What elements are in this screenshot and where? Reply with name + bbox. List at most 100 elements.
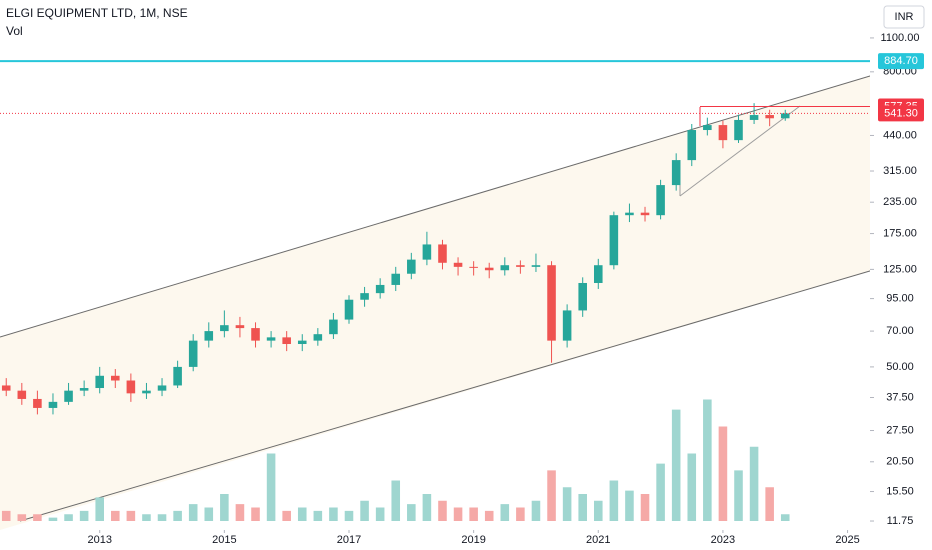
candle-body: [391, 273, 401, 285]
x-tick-label: 2023: [711, 534, 735, 546]
volume-bar: [329, 507, 338, 521]
volume-bar: [375, 507, 385, 521]
candle-body: [453, 262, 463, 267]
volume-bar: [671, 409, 681, 521]
candle-body: [282, 337, 291, 345]
candle-body: [687, 130, 697, 161]
volume-bar: [780, 514, 790, 521]
x-tick-label: 2015: [212, 534, 236, 546]
candle-body: [95, 375, 104, 389]
volume-bar: [313, 510, 323, 521]
candle-body: [79, 388, 89, 391]
candle-body: [17, 390, 27, 399]
candle-body: [671, 160, 681, 186]
volume-bar: [765, 487, 774, 521]
volume-bar: [282, 510, 291, 521]
candle-body: [593, 265, 603, 283]
pane-label: Vol: [6, 24, 23, 38]
volume-bar: [297, 507, 307, 521]
volume-bar: [344, 510, 354, 521]
candle-body: [484, 267, 494, 271]
volume-bar: [609, 480, 619, 521]
volume-bar: [251, 507, 260, 521]
x-tick-label: 2017: [337, 534, 361, 546]
candle-body: [220, 325, 229, 332]
price-axis: [870, 0, 932, 550]
y-tick-label: 37.50: [886, 391, 914, 403]
volume-bar: [578, 494, 587, 521]
price-pane: [0, 60, 880, 415]
candle-body: [251, 328, 260, 341]
volume-bar: [64, 514, 73, 521]
candle-body: [142, 390, 151, 394]
candle-body: [111, 375, 120, 381]
candle-body: [126, 380, 136, 394]
volume-bar: [391, 480, 401, 521]
candle-body: [360, 293, 369, 300]
y-tick-label: 235.00: [883, 196, 917, 208]
y-tick-label: 11.75: [887, 515, 914, 527]
currency[interactable]: INR: [895, 11, 914, 23]
candle-body: [469, 266, 478, 268]
volume-bar: [718, 426, 728, 521]
x-tick-label: 2019: [461, 534, 485, 546]
volume-bar: [547, 470, 556, 521]
candle-body: [407, 259, 416, 274]
volume-bar: [111, 510, 120, 521]
volume-bar: [142, 514, 151, 521]
candle-body: [188, 340, 198, 367]
candle-body: [1, 385, 11, 391]
candle-body: [64, 390, 73, 402]
candle-body: [780, 113, 790, 119]
volume-bar: [593, 500, 603, 521]
x-tick-label: 2025: [835, 534, 859, 546]
channel-lower: [19, 267, 881, 522]
y-tick-label: 175.00: [883, 227, 917, 239]
volume-bar: [188, 504, 198, 521]
chart-title: ELGI EQUIPMENT LTD, 1M, NSE: [6, 6, 188, 20]
volume-bar: [235, 504, 245, 521]
candle-body: [266, 337, 276, 341]
y-tick-label: 315.00: [883, 165, 917, 177]
wedge-line: [679, 105, 801, 197]
candle-body: [438, 244, 447, 263]
candle-body: [640, 212, 650, 216]
candle-body: [157, 385, 167, 391]
volume-bar: [516, 507, 525, 521]
channel-upper: [0, 72, 881, 338]
volume-bar: [469, 507, 478, 521]
volume-bar: [687, 453, 697, 521]
price-tag: [878, 53, 924, 70]
candle-body: [422, 244, 432, 260]
candle-body: [547, 265, 556, 341]
volume-bar: [173, 510, 182, 521]
candle-body: [375, 284, 385, 294]
candle-body: [516, 265, 525, 267]
currency-box[interactable]: [883, 5, 925, 29]
time-axis: [0, 530, 932, 550]
price-tag: [878, 105, 924, 122]
volume-bar: [266, 453, 276, 521]
volume-bar: [407, 504, 416, 521]
y-tick-label: 440.00: [883, 129, 917, 141]
y-tick-label: 50.00: [886, 361, 914, 373]
volume-bar: [562, 487, 572, 521]
volume-bar: [33, 514, 42, 521]
candle-body: [703, 125, 712, 131]
candle-body: [765, 115, 774, 119]
volume-bar: [1, 510, 11, 521]
y-tick-label: 95.00: [886, 292, 914, 304]
candle-body: [562, 310, 572, 341]
volume-bar: [531, 500, 541, 521]
candle-body: [749, 115, 759, 120]
y-tick-label: 27.50: [886, 424, 914, 436]
volume-bar: [79, 510, 89, 521]
y-tick-label: 20.50: [886, 456, 914, 468]
x-tick-label: 2013: [87, 534, 111, 546]
y-tick-label: 15.50: [886, 485, 914, 497]
candle-body: [33, 398, 42, 408]
volume-bar: [640, 494, 650, 521]
candle-body: [578, 282, 587, 311]
y-tick-label: 1100.00: [881, 32, 920, 44]
price-tag-label: 884.70: [884, 55, 918, 67]
